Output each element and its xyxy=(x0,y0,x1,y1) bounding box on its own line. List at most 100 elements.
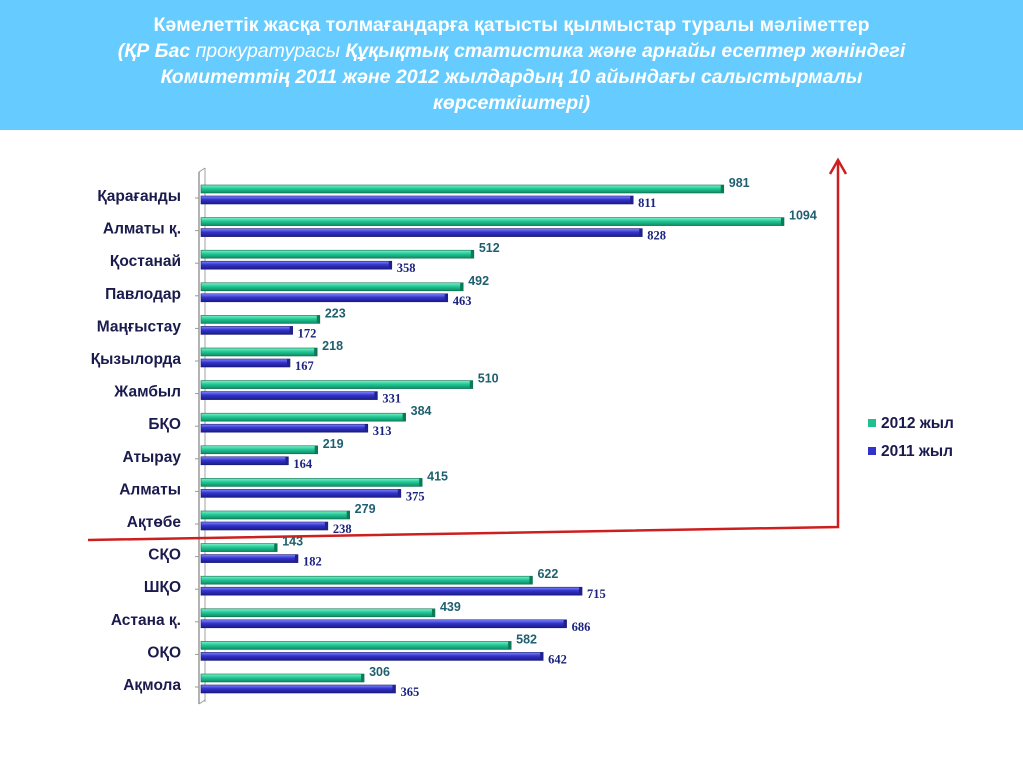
data-label-2011: 828 xyxy=(647,229,666,243)
data-label-2011: 686 xyxy=(572,620,591,634)
data-label-2011: 642 xyxy=(548,652,567,666)
bar-2011-end xyxy=(579,587,583,596)
bar-2012-end xyxy=(508,641,512,650)
data-label-2011: 463 xyxy=(453,294,472,308)
arrow-line xyxy=(87,162,840,542)
bar-2012 xyxy=(200,412,406,422)
bar-2011-end xyxy=(364,424,368,433)
data-label-2012: 622 xyxy=(537,567,558,581)
bar-2011-end xyxy=(639,228,643,237)
bar-2011 xyxy=(200,619,567,629)
bar-2011 xyxy=(200,228,643,237)
category-label: Ақмола xyxy=(123,677,181,694)
data-label-2012: 582 xyxy=(516,632,537,646)
bar-2011-end xyxy=(289,326,293,335)
bar-2012 xyxy=(200,380,474,389)
bar-2011 xyxy=(200,489,402,498)
bar-2012-end xyxy=(460,282,464,291)
bar-2012-end xyxy=(781,217,784,226)
title-line-4: көрсеткіштері) xyxy=(432,92,591,114)
data-label-2011: 375 xyxy=(406,489,425,503)
bar-2011-end xyxy=(294,554,298,563)
data-label-2012: 981 xyxy=(729,176,750,190)
bar-2012 xyxy=(200,641,512,650)
data-label-2012: 510 xyxy=(478,372,499,386)
bar-2011-end xyxy=(388,261,392,270)
axis-corner-bottom xyxy=(198,699,206,705)
category-label: Павлодар xyxy=(105,286,181,303)
category-label: БҚО xyxy=(148,416,181,433)
category-label: Алматы xyxy=(119,481,181,498)
bar-2012 xyxy=(200,315,321,324)
data-label-2012: 1094 xyxy=(789,209,817,223)
bar-2012 xyxy=(200,184,725,194)
category-label: ОҚО xyxy=(147,644,181,661)
bar-2012-end xyxy=(314,348,318,356)
data-label-2012: 219 xyxy=(323,437,344,451)
bar-2012-end xyxy=(469,380,473,389)
header-banner xyxy=(0,0,1023,130)
category-label: Ақтөбе xyxy=(127,514,182,531)
axis-corner-top xyxy=(198,167,206,173)
title-line-2-b: прокуратурасы xyxy=(195,40,340,62)
data-label-2011: 358 xyxy=(397,261,416,275)
data-label-2012: 512 xyxy=(479,241,500,255)
bar-2011-end xyxy=(286,359,290,367)
category-label: Маңғыстау xyxy=(97,318,182,335)
bar-2012-end xyxy=(346,511,350,519)
bar-2012 xyxy=(200,282,464,292)
category-label: Астана қ. xyxy=(111,612,181,629)
data-label-2012: 306 xyxy=(369,665,390,679)
bar-2011 xyxy=(200,684,396,694)
category-label: Алматы қ. xyxy=(103,221,181,238)
bar-2012 xyxy=(200,673,365,683)
title-line-1: Кәмелеттік жасқа толмағандарға қатысты қ… xyxy=(153,14,870,36)
bar-2011-end xyxy=(630,196,634,204)
legend-label-2011: 2011 жыл xyxy=(881,443,953,460)
bar-2012-end xyxy=(361,674,365,682)
bar-2011 xyxy=(200,652,544,661)
bar-2012-end xyxy=(431,608,435,617)
bar-2011 xyxy=(200,456,289,466)
bar-2011 xyxy=(200,326,293,335)
category-label: ШҚО xyxy=(144,579,181,596)
data-label-2012: 492 xyxy=(468,274,489,288)
bar-2012 xyxy=(200,217,785,226)
category-label: Қызылорда xyxy=(91,351,182,368)
bar-2011-end xyxy=(285,456,289,465)
bar-2012 xyxy=(200,478,423,487)
bar-2012 xyxy=(200,445,319,455)
data-label-2011: 331 xyxy=(382,392,401,406)
legend-swatch-2012 xyxy=(868,419,876,427)
page-title: Кәмелеттік жасқа толмағандарға қатысты қ… xyxy=(10,12,1013,116)
bar-2012 xyxy=(200,249,475,259)
data-label-2012: 218 xyxy=(322,339,343,353)
legend-swatch-2011 xyxy=(868,447,876,455)
bar-2012 xyxy=(200,608,436,618)
bar-2012 xyxy=(200,510,350,520)
data-label-2011: 365 xyxy=(401,685,420,699)
bar-2012-end xyxy=(529,576,533,585)
bar-2011 xyxy=(200,521,329,531)
bar-2011 xyxy=(200,195,634,205)
bar-2011-end xyxy=(397,489,401,498)
data-label-2012: 415 xyxy=(427,469,448,483)
category-label: Жамбыл xyxy=(113,384,181,401)
data-label-2011: 172 xyxy=(298,326,317,340)
data-label-2012: 143 xyxy=(282,535,303,549)
bar-2011-end xyxy=(563,619,567,628)
data-label-2012: 223 xyxy=(325,306,346,320)
bar-2011-end xyxy=(444,293,448,302)
category-label: Атырау xyxy=(122,449,181,466)
category-label: Қарағанды xyxy=(97,188,181,205)
bar-2011 xyxy=(200,554,299,563)
bar-2011-end xyxy=(392,685,396,693)
bar-2011 xyxy=(200,260,393,270)
arrow-head xyxy=(828,157,848,175)
data-label-2011: 164 xyxy=(293,457,313,471)
bar-2012-end xyxy=(470,250,474,259)
bar-2011 xyxy=(200,293,449,303)
bar-2011-end xyxy=(540,652,544,661)
data-label-2011: 313 xyxy=(373,424,392,438)
bar-2012-end xyxy=(316,315,320,324)
